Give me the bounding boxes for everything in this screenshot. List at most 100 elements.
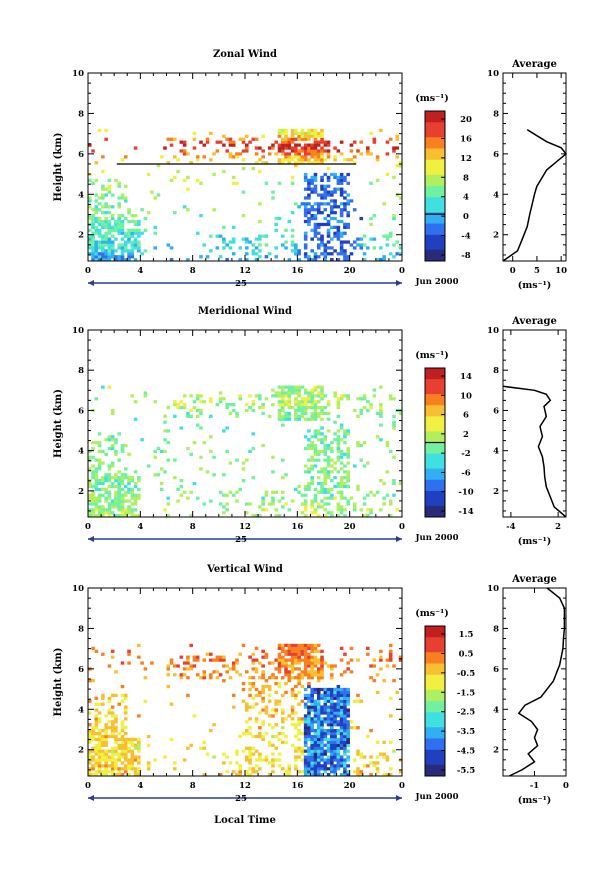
heatmap-cell <box>97 243 102 247</box>
heatmap-cell <box>316 502 321 506</box>
heatmap-cell <box>290 690 295 695</box>
heatmap-cell <box>107 711 112 715</box>
heatmap-cell <box>104 734 108 739</box>
heatmap-cell <box>258 514 262 518</box>
heatmap-cell <box>88 467 92 471</box>
average-y-tick-label: 10 <box>487 584 499 594</box>
heatmap-cell <box>280 405 285 410</box>
heatmap-cell <box>316 476 321 480</box>
heatmap-cell <box>398 196 403 200</box>
heatmap-cell <box>127 487 131 491</box>
heatmap-cell <box>104 473 108 477</box>
heatmap-cell <box>120 684 125 689</box>
heatmap-cell <box>202 155 207 159</box>
heatmap-cell <box>130 737 135 742</box>
heatmap-cell <box>143 676 148 680</box>
heatmap-cell <box>130 514 135 518</box>
heatmap-cell <box>323 479 328 483</box>
heatmap-cell <box>323 187 328 191</box>
heatmap-cell <box>231 140 236 144</box>
heatmap-cell <box>114 255 118 259</box>
heatmap-cell <box>287 643 292 648</box>
heatmap-cell <box>320 740 324 744</box>
heatmap-cell <box>349 143 354 147</box>
heatmap-cell <box>123 473 128 477</box>
heatmap-cell <box>120 496 125 500</box>
heatmap-cell <box>261 134 265 138</box>
heatmap-cell <box>303 255 308 259</box>
heatmap-cell <box>137 240 141 244</box>
colorbar-step <box>425 231 445 236</box>
heatmap-cell <box>110 443 115 448</box>
heatmap-cell <box>313 720 318 724</box>
heatmap-cell <box>395 155 400 159</box>
heatmap-cell <box>320 470 324 474</box>
heatmap-cell <box>343 429 347 433</box>
heatmap-cell <box>104 490 108 494</box>
heatmap-cell <box>277 400 282 404</box>
heatmap-cell <box>313 773 318 777</box>
heatmap-cell <box>330 172 334 177</box>
heatmap-cell <box>94 749 99 753</box>
heatmap-cell <box>120 502 125 506</box>
heatmap-cell <box>303 664 308 668</box>
heatmap-cell <box>300 414 305 418</box>
heatmap-cell <box>241 137 246 141</box>
heatmap-cell <box>248 731 252 736</box>
heatmap-cell <box>117 481 122 486</box>
heatmap-cell <box>130 502 135 506</box>
heatmap-cell <box>323 729 328 733</box>
heatmap-cell <box>114 752 118 756</box>
heatmap-cell <box>333 711 337 715</box>
heatmap-cell <box>277 667 282 671</box>
average-x-tick-label: -1 <box>530 781 540 791</box>
heatmap-cell <box>140 231 144 235</box>
heatmap-cell <box>123 696 128 700</box>
heatmap-cell <box>343 734 347 739</box>
heatmap-cell <box>107 758 112 762</box>
heatmap-cell <box>120 761 125 765</box>
heatmap-cell <box>333 225 337 229</box>
heatmap-cell <box>94 255 99 259</box>
heatmap-cell <box>104 193 108 197</box>
heatmap-cell <box>300 408 305 413</box>
heatmap-cell <box>307 705 311 709</box>
heatmap-cell <box>320 240 324 244</box>
heatmap-cell <box>330 458 334 462</box>
heatmap-cell <box>307 134 311 138</box>
heatmap-cell <box>313 711 318 715</box>
heatmap-cell <box>346 687 350 692</box>
heatmap-cell <box>114 720 118 724</box>
heatmap-cell <box>349 496 354 500</box>
x-tick-label: 4 <box>137 522 143 532</box>
heatmap-cell <box>97 734 102 739</box>
heatmap-cell <box>166 514 171 518</box>
heatmap-cell <box>316 438 321 442</box>
heatmap-cell <box>366 400 370 404</box>
heatmap-cell <box>277 385 282 389</box>
heatmap-cell <box>362 755 367 759</box>
heatmap-cell <box>326 743 331 747</box>
heatmap-cell <box>330 758 334 762</box>
heatmap-cell <box>333 740 337 744</box>
heatmap-cell <box>316 202 321 206</box>
heatmap-cell <box>346 449 350 454</box>
heatmap-cell <box>97 479 102 483</box>
heatmap-cell <box>369 664 373 668</box>
heatmap-cell <box>120 255 125 259</box>
heatmap-cell <box>133 514 138 518</box>
heatmap-cell <box>316 149 321 153</box>
heatmap-cell <box>316 255 321 259</box>
heatmap-cell <box>343 729 347 733</box>
heatmap-cell <box>245 143 249 147</box>
heatmap-cell <box>195 158 200 162</box>
heatmap-cell <box>326 476 331 480</box>
heatmap-cell <box>228 152 233 156</box>
heatmap-cell <box>88 143 92 147</box>
colorbar-step <box>425 686 445 691</box>
heatmap-cell <box>218 773 223 777</box>
heatmap-cell <box>297 391 301 395</box>
heatmap-cell <box>287 652 292 656</box>
heatmap-cell <box>300 403 305 407</box>
